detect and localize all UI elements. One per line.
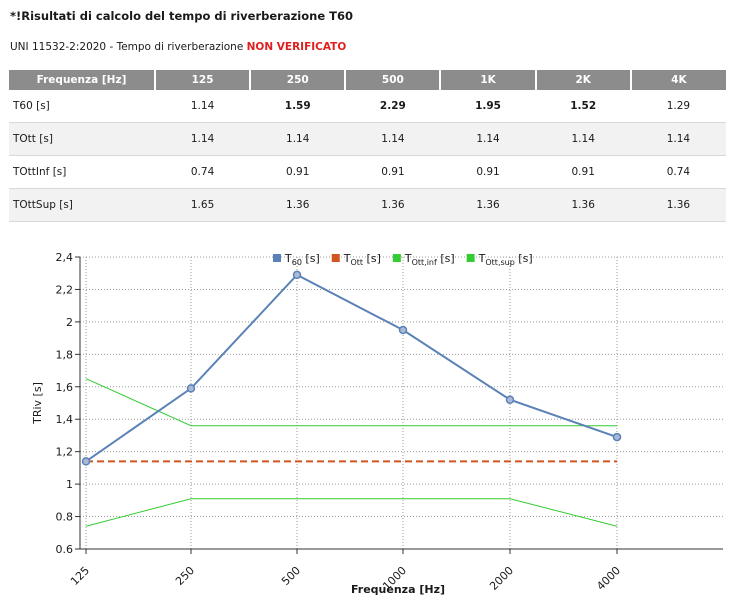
x-axis-label: Frequenza [Hz] <box>351 583 445 596</box>
row-label: TOttSup [s] <box>9 188 155 222</box>
y-tick-label: 2,2 <box>56 283 74 296</box>
norm-text: UNI 11532-2:2020 - Tempo di riverberazio… <box>10 41 247 53</box>
table-row: TOttInf [s] 0.74 0.91 0.91 0.91 0.91 0.74 <box>9 155 726 189</box>
data-point <box>505 395 515 405</box>
table-cell: 0.91 <box>535 155 631 189</box>
table-cell: 1.36 <box>250 188 346 222</box>
results-table: Frequenza [Hz] 125 250 500 1K 2K 4K T60 … <box>9 70 726 222</box>
data-point <box>186 384 196 393</box>
table-cell: 0.74 <box>155 155 251 189</box>
table-cell: 1.14 <box>630 122 726 156</box>
data-point <box>292 270 302 280</box>
data-point <box>81 457 91 466</box>
table-cell: 1.14 <box>155 122 251 156</box>
header-4k: 4K <box>630 70 726 90</box>
row-label: TOttInf [s] <box>9 155 155 189</box>
x-tick-label: 2000 <box>487 564 516 593</box>
header-125: 125 <box>155 70 252 90</box>
row-label: T60 [s] <box>9 90 155 123</box>
table-cell: 1.14 <box>440 122 536 156</box>
table-cell: 2.29 <box>345 90 441 123</box>
page-title: *!Risultati di calcolo del tempo di rive… <box>10 9 353 23</box>
header-1k: 1K <box>440 70 537 90</box>
y-tick-label: 1 <box>66 478 73 491</box>
legend-entry: T60 [s] <box>284 252 320 267</box>
legend-entry: TOtt,inf [s] <box>404 252 455 267</box>
x-tick-label: 125 <box>68 564 92 588</box>
table-cell: 1.29 <box>630 90 726 123</box>
table-cell: 1.36 <box>630 188 726 222</box>
status-badge: NON VERIFICATO <box>246 41 347 53</box>
legend-entry: TOtt [s] <box>343 252 381 267</box>
x-tick-label: 4000 <box>594 564 623 593</box>
norm-line: UNI 11532-2:2020 - Tempo di riverberazio… <box>10 41 346 53</box>
table-cell: 1.36 <box>440 188 536 222</box>
legend-marker <box>273 254 281 262</box>
series-line <box>85 498 618 527</box>
table-cell: 1.14 <box>535 122 631 156</box>
data-point <box>398 325 408 335</box>
legend-marker <box>392 254 401 262</box>
table-row: T60 [s] 1.14 1.59 2.29 1.95 1.52 1.29 <box>9 90 726 123</box>
legend-entry: TOtt,sup [s] <box>478 252 533 267</box>
y-tick-label: 2,4 <box>56 251 74 264</box>
y-tick-label: 1,2 <box>56 446 74 459</box>
table-cell: 0.91 <box>440 155 536 189</box>
table-cell: 1.36 <box>345 188 441 222</box>
header-250: 250 <box>250 70 347 90</box>
table-cell: 1.95 <box>440 90 536 123</box>
series-line <box>85 273 618 463</box>
table-row: TOtt [s] 1.14 1.14 1.14 1.14 1.14 1.14 <box>9 122 726 156</box>
table-cell: 1.14 <box>250 122 346 156</box>
table-header-row: Frequenza [Hz] 125 250 500 1K 2K 4K <box>9 70 726 90</box>
x-tick-label: 250 <box>173 564 197 588</box>
y-tick-label: 0.6 <box>56 543 74 556</box>
table-cell: 1.36 <box>535 188 631 222</box>
table-cell: 1.14 <box>155 90 251 123</box>
header-frequency: Frequenza [Hz] <box>9 70 156 90</box>
y-tick-label: 1,4 <box>56 413 74 426</box>
table-cell: 1.14 <box>345 122 441 156</box>
data-point <box>612 432 622 442</box>
table-cell: 1.52 <box>535 90 631 123</box>
table-cell: 0.91 <box>250 155 346 189</box>
table-cell: 1.59 <box>250 90 346 123</box>
x-tick-label: 500 <box>279 564 303 588</box>
series-line <box>85 378 617 427</box>
table-cell: 0.74 <box>630 155 726 189</box>
y-tick-label: 2 <box>66 316 73 329</box>
table-cell: 0.91 <box>345 155 441 189</box>
legend-marker <box>331 254 340 262</box>
y-axis-label: TRiv [s] <box>31 382 44 425</box>
y-tick-label: 1,6 <box>56 381 74 394</box>
header-500: 500 <box>345 70 442 90</box>
y-tick-label: 1,8 <box>56 348 74 361</box>
header-2k: 2K <box>535 70 632 90</box>
y-tick-label: 0.8 <box>56 511 74 524</box>
row-label: TOtt [s] <box>9 122 155 156</box>
legend-marker <box>466 254 475 262</box>
table-row: TOttSup [s] 1.65 1.36 1.36 1.36 1.36 1.36 <box>9 188 726 222</box>
table-cell: 1.65 <box>155 188 251 222</box>
